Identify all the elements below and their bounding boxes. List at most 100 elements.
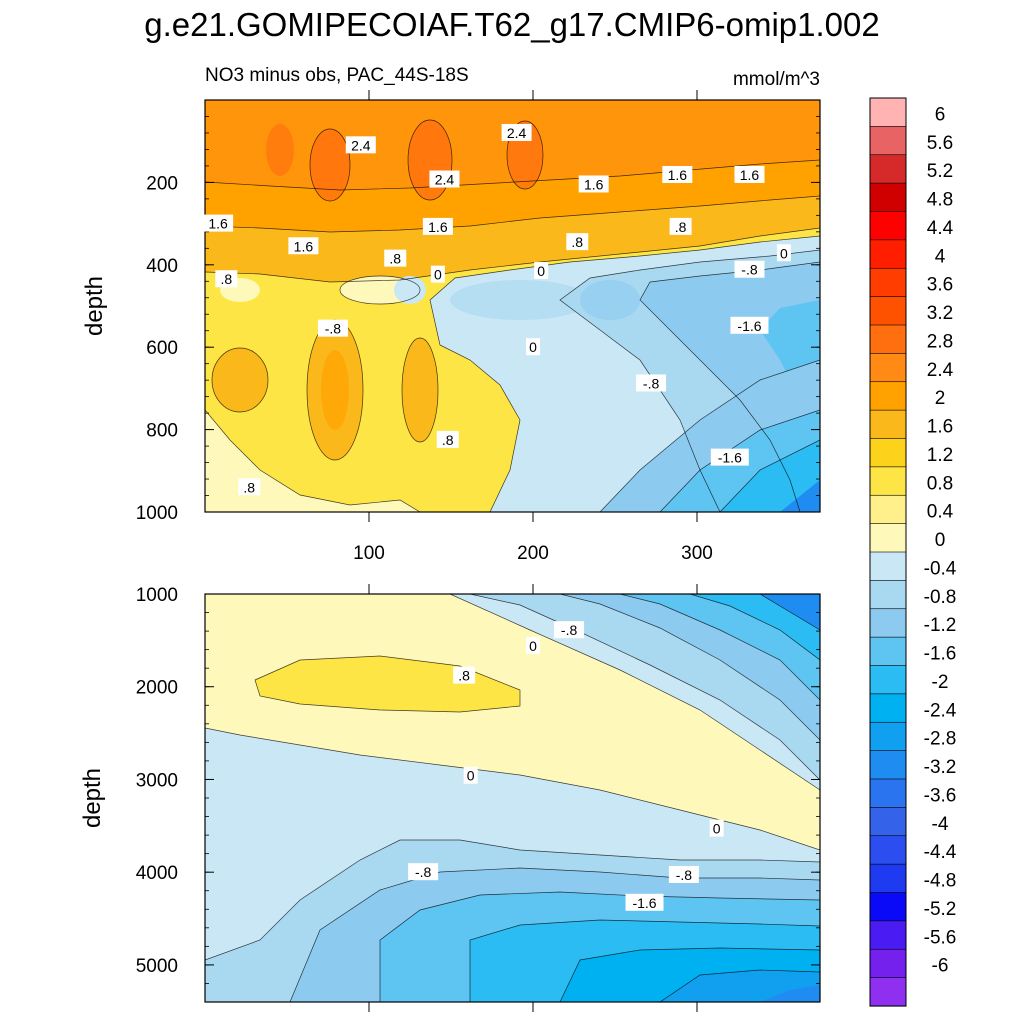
- colorbar-label: 0: [935, 530, 946, 551]
- colorbar-swatch: [869, 750, 907, 780]
- contour-label-box: [776, 244, 791, 262]
- colorbar-label: -2.8: [924, 729, 957, 750]
- contour-label: -1.6: [710, 448, 749, 466]
- contour-label-box: [422, 217, 453, 235]
- colorbar-swatch: [869, 296, 907, 326]
- colorbar-swatch: [869, 466, 907, 496]
- x-tick-label: 300: [681, 543, 713, 564]
- colorbar-label: -5.6: [924, 927, 957, 948]
- contour-label-text: .8: [675, 219, 687, 235]
- contour-label-box: [734, 165, 765, 183]
- x-tick-label: 200: [517, 543, 549, 564]
- colorbar-swatch: [869, 636, 907, 667]
- contour-label: .8: [436, 430, 459, 448]
- contour-label-text: 0: [537, 263, 545, 279]
- contour-label-box: [436, 430, 459, 448]
- contour-label-text: 0: [529, 339, 537, 355]
- contour-label-text: 0: [713, 821, 721, 837]
- contour-label-text: -.8: [741, 262, 758, 278]
- colorbar-label: 4.8: [927, 190, 953, 211]
- colorbar-swatch: [869, 863, 907, 894]
- y-tick-label: 400: [146, 256, 178, 277]
- contour-label-text: 1.6: [740, 167, 760, 183]
- colorbar-label: 5.2: [927, 161, 953, 182]
- lower-y-axis-title: depth: [79, 768, 106, 828]
- colorbar-swatch: [869, 97, 907, 127]
- contour-label: -.8: [317, 319, 348, 337]
- contour-label-box: [408, 863, 439, 881]
- contour-label-box: [636, 374, 667, 392]
- contour-label-box: [734, 260, 765, 278]
- x-tick-label: 100: [353, 543, 385, 564]
- chart-subtitle: NO3 minus obs, PAC_44S-18S: [205, 65, 469, 86]
- colorbar-swatch: [869, 693, 907, 723]
- contour-label: -.8: [636, 374, 667, 392]
- contour-label-box: [501, 123, 532, 141]
- contour-label: 1.6: [422, 217, 453, 235]
- colorbar-swatch: [869, 892, 907, 922]
- contour-label-text: -1.6: [632, 895, 656, 911]
- colorbar-label: 2: [935, 388, 946, 409]
- colorbar-swatch: [869, 807, 907, 837]
- contour-label-box: [730, 316, 769, 334]
- colorbar: 6 5.6 5.2 4.8 4.4 4 3.6 3.2 2.8 2.4 2 1.6 1.2 0.8 0.4 0…: [869, 97, 957, 1007]
- contour-label-box: [710, 448, 749, 466]
- contour-label: -1.6: [730, 316, 769, 334]
- contour-label-box: [429, 170, 460, 188]
- contour-label-text: .8: [220, 271, 232, 287]
- colorbar-label: 0.4: [927, 502, 954, 523]
- colorbar-swatch: [869, 211, 907, 241]
- contour-label: 1.6: [288, 237, 319, 255]
- colorbar-swatch: [869, 409, 907, 440]
- contour-label: -.8: [554, 621, 585, 639]
- colorbar-swatch: [869, 551, 907, 581]
- colorbar-label: 0.8: [927, 473, 953, 494]
- contour-label: 0: [709, 819, 724, 837]
- colorbar-swatch: [869, 523, 907, 553]
- contour-label-text: 0: [780, 245, 788, 261]
- contour-label-box: [554, 621, 585, 639]
- contour-label-box: [625, 893, 664, 911]
- contour-label: 0: [776, 244, 791, 262]
- contour-label-text: -1.6: [718, 450, 742, 466]
- contour-label-text: .8: [571, 234, 583, 250]
- contour-label-box: [669, 217, 692, 235]
- colorbar-label: -0.4: [924, 558, 957, 579]
- contour-label-text: -1.6: [737, 318, 761, 334]
- contour-label-text: 1.6: [208, 216, 228, 232]
- upper-plot-frame: [204, 99, 821, 513]
- contour-label-text: 0: [467, 768, 475, 784]
- contour-label-text: 1.6: [294, 238, 314, 254]
- contour-label-text: 2.4: [351, 137, 371, 153]
- y-tick-label: 4000: [136, 863, 178, 884]
- contour-label-box: [534, 261, 549, 279]
- colorbar-label: -2.4: [924, 700, 957, 721]
- contour-label-box: [453, 666, 476, 684]
- colorbar-label: 3.2: [927, 303, 953, 324]
- contour-label-text: 2.4: [435, 172, 455, 188]
- contour-label-text: 1.6: [428, 219, 448, 235]
- contour-label: 2.4: [501, 123, 532, 141]
- contour-label: .8: [566, 233, 589, 251]
- contour-label-box: [384, 249, 407, 267]
- colorbar-swatch: [869, 126, 907, 156]
- colorbar-swatch: [869, 381, 907, 411]
- contour-label: .8: [669, 217, 692, 235]
- y-tick-label: 1000: [136, 585, 178, 606]
- colorbar-swatch: [869, 438, 907, 468]
- contour-label: .8: [453, 666, 476, 684]
- colorbar-swatch: [869, 778, 907, 808]
- contour-label-box: [430, 265, 445, 283]
- colorbar-swatch: [869, 977, 907, 1007]
- colorbar-label: 2.4: [927, 360, 954, 381]
- colorbar-swatch: [869, 494, 907, 525]
- y-tick-label: 600: [146, 338, 178, 359]
- contour-label-text: -.8: [676, 867, 693, 883]
- colorbar-label: -4.8: [924, 871, 957, 892]
- upper-axes: 200 400 600 800 1000 100 200 300: [136, 90, 820, 564]
- contour-label: -1.6: [625, 893, 664, 911]
- contour-label-text: 0: [529, 638, 537, 654]
- contour-label-text: .8: [389, 251, 401, 267]
- contour-label-text: 1.6: [668, 167, 688, 183]
